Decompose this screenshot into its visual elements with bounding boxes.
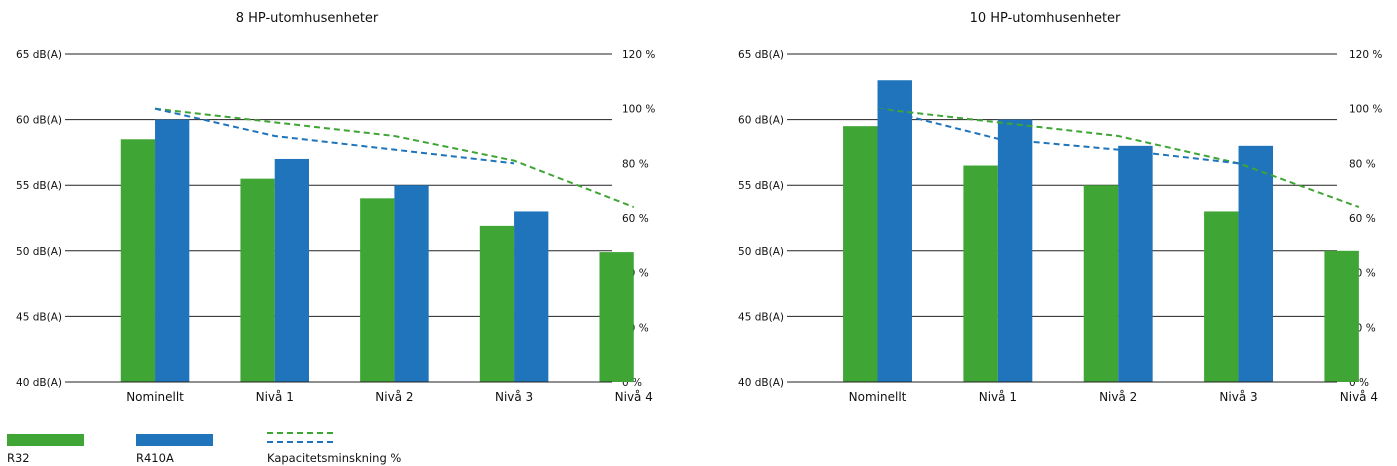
bar-r32 [120, 139, 156, 382]
x-category-label: Nivå 1 [256, 390, 294, 404]
y-left-tick-label: 55 dB(A) [16, 180, 62, 192]
x-category-label: Nominellt [126, 390, 184, 404]
capacity-line-green [154, 107, 635, 208]
y-left-tick-label: 45 dB(A) [738, 311, 784, 323]
y-right-tick-label: 100 % [622, 104, 655, 116]
bar-r410a [394, 185, 429, 382]
legend: R32 R410A Kapacitetsminskning % [0, 430, 480, 466]
x-category-label: Nivå 2 [375, 390, 413, 404]
bar-r32 [240, 178, 275, 382]
legend-swatch-r410a [136, 434, 213, 446]
bar-r410a [155, 119, 190, 382]
x-category-label: Nivå 2 [1099, 390, 1137, 404]
y-right-tick-label: 80 % [622, 158, 649, 170]
y-left-tick-label: 65 dB(A) [16, 49, 62, 61]
chart-panel-2: 10 HP-utomhusenheter 40 dB(A) 45 dB(A) 50 d… [738, 11, 1382, 404]
capacity-line-blue [877, 107, 1239, 165]
capacity-line-green [877, 107, 1360, 209]
y-right-tick-label: 120 % [622, 49, 655, 61]
bar-r32 [599, 252, 634, 382]
legend-label-r410a: R410A [136, 451, 174, 465]
y-right-tick-label: 80 % [1349, 158, 1376, 170]
bar-r32 [479, 225, 515, 382]
bar-r410a [1238, 145, 1274, 382]
bar-r410a [877, 80, 912, 383]
y-left-tick-label: 40 dB(A) [16, 377, 62, 389]
bar-r32 [963, 165, 998, 382]
y-right-tick-label: 120 % [1349, 49, 1382, 61]
bar-r410a [514, 211, 549, 382]
x-category-label: Nivå 3 [495, 390, 533, 404]
legend-dash-blue [267, 441, 333, 443]
capacity-line-blue [154, 107, 515, 165]
x-category-label: Nivå 3 [1219, 390, 1257, 404]
legend-label-r32: R32 [7, 451, 30, 465]
y-left-tick-label: 55 dB(A) [738, 180, 784, 192]
chart-title: 8 HP-utomhusenheter [236, 11, 379, 26]
legend-label-capacity: Kapacitetsminskning % [267, 451, 402, 465]
bar-r410a [1118, 145, 1153, 382]
bar-r410a [274, 158, 309, 382]
legend-dash-green [267, 432, 333, 434]
legend-swatch-r32 [7, 434, 84, 446]
x-category-label: Nivå 4 [1340, 390, 1378, 404]
bar-r32 [843, 126, 878, 382]
y-left-tick-label: 50 dB(A) [738, 246, 784, 258]
bar-r410a [997, 119, 1033, 382]
y-left-tick-label: 40 dB(A) [738, 377, 784, 389]
y-right-tick-label: 100 % [1349, 104, 1382, 116]
x-category-label: Nivå 4 [615, 390, 653, 404]
bar-r32 [1083, 185, 1119, 382]
y-left-tick-label: 65 dB(A) [738, 49, 784, 61]
y-left-tick-label: 45 dB(A) [16, 311, 62, 323]
bar-r32 [1324, 250, 1359, 382]
chart-title: 10 HP-utomhusenheter [970, 11, 1121, 26]
bar-r32 [1204, 211, 1239, 382]
y-left-tick-label: 50 dB(A) [16, 246, 62, 258]
charts-canvas: 8 HP-utomhusenheter 40 dB(A) 45 dB(A) 50 dB… [16, 11, 1382, 404]
x-category-label: Nivå 1 [979, 390, 1017, 404]
bar-r32 [360, 198, 395, 382]
y-right-tick-label: 60 % [1349, 213, 1376, 225]
y-left-tick-label: 60 dB(A) [16, 115, 62, 127]
y-left-tick-label: 60 dB(A) [738, 115, 784, 127]
chart-panel-1: 8 HP-utomhusenheter 40 dB(A) 45 dB(A) 50 dB… [16, 11, 655, 404]
y-right-tick-label: 60 % [622, 213, 649, 225]
x-category-label: Nominellt [849, 390, 907, 404]
